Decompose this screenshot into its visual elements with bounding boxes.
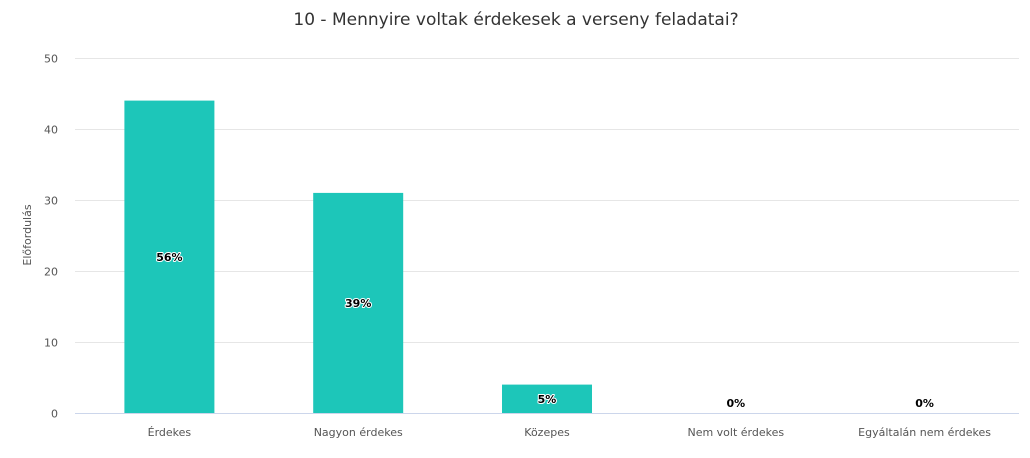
y-tick-label: 50: [44, 53, 58, 66]
x-axis-ticks: Érdekes Nagyon érdekes Közepes Nem volt érd…: [148, 426, 992, 439]
y-tick-label: 20: [44, 266, 58, 279]
x-tick-label: Nem volt érdekes: [687, 426, 784, 439]
data-label: 5%: [538, 393, 557, 406]
x-tick-label: Közepes: [524, 426, 570, 439]
bar[interactable]: [502, 384, 592, 413]
data-label: 0%: [726, 397, 745, 410]
bars: [124, 100, 592, 413]
y-axis-label: Előfordulás: [21, 204, 34, 265]
data-label: 0%: [915, 397, 934, 410]
bar[interactable]: [313, 192, 404, 413]
data-labels: 56% 39% 5% 0% 0%: [155, 250, 935, 411]
data-label: 56%: [156, 251, 182, 264]
data-label: 39%: [345, 297, 371, 310]
y-tick-label: 40: [44, 124, 58, 137]
y-tick-label: 0: [51, 408, 58, 421]
x-tick-label: Nagyon érdekes: [314, 426, 403, 439]
gridlines: [75, 58, 1019, 414]
y-tick-label: 30: [44, 195, 58, 208]
bar[interactable]: [124, 100, 215, 413]
y-axis-ticks: 0 10 20 30 40 50: [44, 53, 58, 421]
y-tick-label: 10: [44, 337, 58, 350]
chart-title: 10 - Mennyire voltak érdekesek a verseny…: [293, 10, 738, 30]
x-tick-label: Érdekes: [148, 426, 192, 439]
x-tick-label: Egyáltalán nem érdekes: [858, 426, 991, 439]
